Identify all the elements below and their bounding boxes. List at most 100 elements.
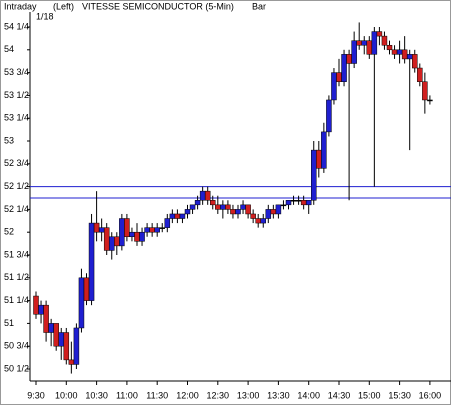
y-tick-label: 54 1/4 [4, 21, 29, 31]
candle-body [300, 200, 307, 206]
candle-body [189, 204, 196, 210]
candle-body [331, 72, 337, 101]
candle-body [83, 277, 90, 301]
candle-body [38, 304, 44, 315]
y-tick-label: 50 3/4 [4, 341, 29, 351]
candle-body [427, 99, 433, 102]
candle-body [265, 209, 272, 219]
candle-body [159, 227, 165, 229]
candle-body [240, 204, 246, 210]
candle-body [245, 204, 251, 215]
candle-body [73, 327, 80, 365]
candle-body [93, 222, 100, 233]
candle-body [351, 40, 357, 64]
y-tick-label: 53 3/4 [4, 67, 29, 77]
x-tick-label: 14:00 [297, 390, 320, 400]
y-tick-label: 52 3/4 [4, 158, 29, 168]
candle-body [119, 218, 125, 247]
candle-body [396, 49, 403, 55]
y-tick-label: 53 1/2 [4, 90, 29, 100]
y-tick-label: 52 [4, 227, 14, 237]
candle-body [326, 99, 332, 133]
candle-body [109, 236, 115, 251]
candle-body [88, 222, 95, 301]
candle-body [250, 213, 256, 219]
x-tick-label: 15:00 [358, 390, 381, 400]
x-tick-label: 13:00 [237, 390, 260, 400]
x-tick-label: 9:30 [27, 390, 45, 400]
side: (Left) [53, 1, 74, 11]
candle-body [98, 227, 105, 233]
candle-body [336, 72, 342, 82]
y-tick-label: 50 1/2 [4, 363, 29, 373]
candle-body [255, 218, 261, 224]
candle-body [169, 213, 176, 219]
candle-body [346, 54, 352, 64]
x-tick-label: 10:30 [85, 390, 108, 400]
candle-body [154, 227, 160, 233]
x-tick-label: 11:30 [146, 390, 168, 400]
candle-body [33, 295, 39, 315]
candle-body [316, 149, 322, 169]
candle-body [361, 40, 367, 46]
y-tick-label: 53 1/4 [4, 113, 29, 123]
candle-body [275, 204, 282, 215]
candle-body [134, 231, 140, 242]
candle-body [341, 54, 347, 82]
candle-body [386, 44, 393, 51]
candle-body [149, 227, 155, 233]
candle-body [220, 204, 226, 210]
x-tick-label: 11:00 [116, 390, 138, 400]
candle-body [235, 209, 241, 215]
candle-body [144, 227, 150, 233]
candle-body [164, 218, 171, 228]
candle-body [422, 81, 428, 101]
x-tick-label: 12:30 [207, 390, 230, 400]
candle-body [366, 40, 373, 55]
candle-body [184, 209, 191, 215]
y-tick-label: 51 [4, 318, 14, 328]
candle-body [114, 236, 120, 247]
candle-body [129, 231, 135, 238]
candle-body [381, 35, 388, 46]
candle-body [280, 204, 287, 207]
candle-body [174, 213, 181, 219]
y-tick-label: 54 [4, 44, 14, 54]
candle-body [285, 200, 292, 206]
candle-body [124, 218, 130, 238]
candle-body [290, 200, 297, 202]
candle-body [139, 231, 145, 242]
candle-body [305, 200, 312, 206]
candle-body [356, 40, 362, 46]
candle-body [391, 49, 398, 55]
candle-body [230, 209, 236, 215]
x-tick-label: 16:00 [419, 390, 442, 400]
y-tick-label: 51 1/2 [4, 272, 29, 282]
candle-body [194, 200, 201, 206]
candle-body [43, 304, 49, 333]
candle-body [401, 49, 408, 60]
x-tick-label: 15:30 [388, 390, 411, 400]
candle-body [260, 218, 266, 224]
candle-body [406, 54, 413, 60]
candle-body [204, 190, 211, 201]
candle-body [270, 209, 277, 215]
candle-body [225, 204, 231, 210]
candle-body [63, 332, 70, 361]
candle-body [48, 323, 54, 333]
candle-body [376, 31, 383, 37]
candle-body [58, 332, 64, 347]
candle-body [321, 131, 327, 169]
y-tick-label: 53 [4, 135, 14, 145]
y-tick-label: 51 3/4 [4, 249, 29, 259]
y-tick-label: 51 1/4 [4, 295, 29, 305]
candle-body [103, 227, 110, 251]
candle-body [210, 200, 216, 206]
x-tick-label: 14:30 [328, 390, 351, 400]
candle-body [179, 213, 186, 219]
x-tick-label: 13:30 [267, 390, 290, 400]
candle-body [295, 200, 302, 202]
style: Bar [252, 1, 266, 11]
candle-body [417, 67, 423, 82]
